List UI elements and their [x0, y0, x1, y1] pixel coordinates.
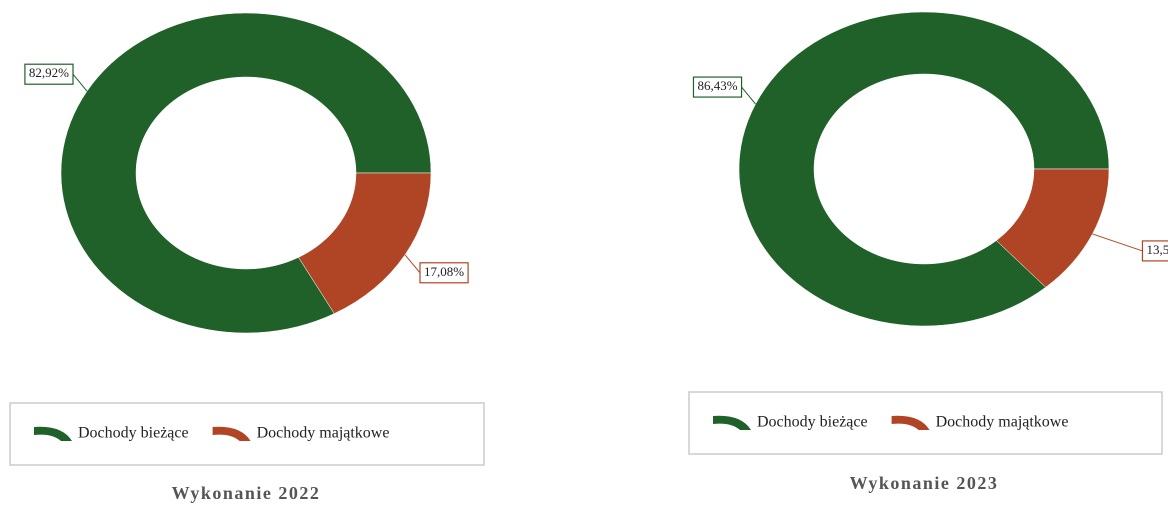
leader-line	[741, 86, 756, 105]
legend-box	[9, 402, 485, 466]
leader-line	[404, 254, 421, 274]
donut-slice	[60, 12, 432, 334]
legend-swatch	[212, 426, 251, 441]
chart: 86,43% 13,57% Dochody bieżące Dochody mająt…	[688, 11, 1168, 493]
data-label: 17,08%	[424, 264, 464, 279]
donut-slice	[995, 168, 1110, 288]
legend-label: Dochody bieżące	[757, 414, 868, 431]
legend-box	[688, 391, 1163, 455]
label-box	[1141, 240, 1168, 262]
legend-swatch	[713, 415, 751, 430]
legend-swatch	[34, 426, 72, 441]
label-box	[692, 76, 743, 98]
donut-slice	[738, 11, 1110, 327]
chart-title: Wykonanie 2023	[850, 473, 999, 493]
leader-line	[72, 73, 88, 92]
legend-swatch	[891, 415, 930, 430]
label-box	[419, 262, 469, 284]
legend-label: Dochody majątkowe	[936, 414, 1069, 431]
data-label: 13,57%	[1146, 242, 1168, 257]
legend-label: Dochody bieżące	[78, 425, 189, 442]
legend-label: Dochody majątkowe	[257, 425, 390, 442]
data-label: 82,92%	[29, 65, 69, 80]
chart: 82,92% 17,08% Dochody bieżące Dochody mająt…	[9, 12, 485, 503]
leader-line	[1092, 233, 1143, 252]
data-label: 86,43%	[697, 78, 737, 93]
chart-title: Wykonanie 2022	[172, 483, 321, 503]
donut-slice	[298, 172, 432, 314]
label-box	[24, 63, 74, 85]
